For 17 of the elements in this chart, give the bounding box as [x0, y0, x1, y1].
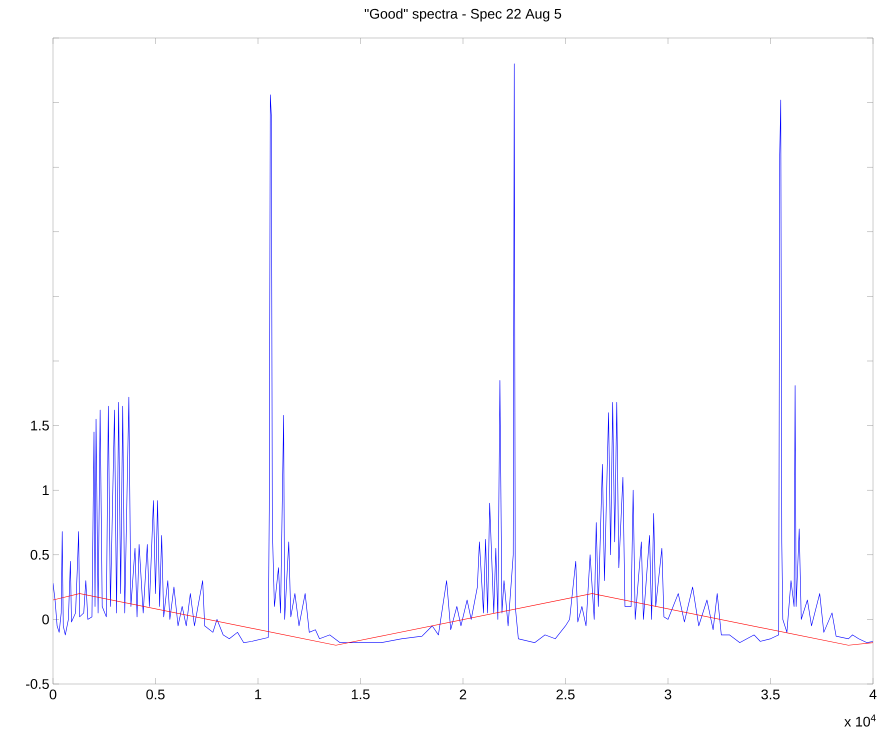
y-tick-label: 0	[42, 614, 49, 624]
x-tick-label: 1	[255, 690, 262, 700]
x-tick-label: 2.5	[556, 690, 575, 700]
x-tick-label: 3.5	[761, 690, 780, 700]
x-tick-label: 0	[50, 690, 56, 700]
x-tick-label: 2	[460, 690, 466, 700]
y-tick-label: 1	[42, 485, 49, 495]
y-tick-label: -0.5	[26, 679, 49, 689]
x-tick-label: 3	[664, 690, 672, 700]
y-tick-label: 0.5	[30, 550, 49, 560]
x-tick-label: 1.5	[352, 690, 370, 700]
line-series	[53, 593, 874, 646]
chart-title: "Good" spectra - Spec 22 Aug 5	[364, 8, 562, 22]
text: x 10$^{4}$	[844, 714, 876, 727]
x-tick-label: 0.5	[146, 690, 165, 700]
x-tick-label: 4	[869, 690, 876, 700]
y-tick-label: 1.5	[31, 420, 49, 430]
